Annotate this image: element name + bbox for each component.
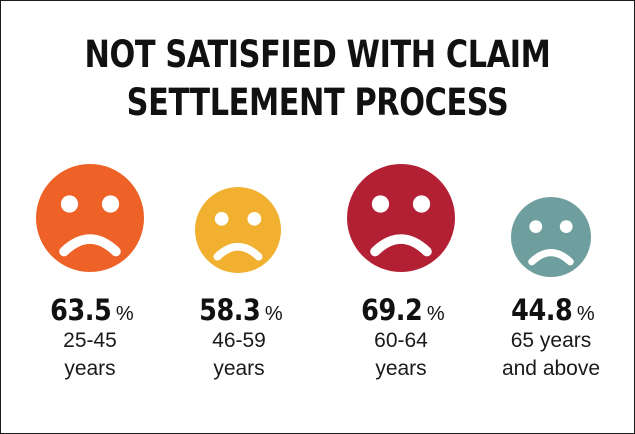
face-circle-60-64 xyxy=(347,164,455,272)
percent-sign: % xyxy=(426,303,445,325)
percent-sign: % xyxy=(264,303,283,325)
sad-face-icon xyxy=(347,164,455,272)
face-eye-left xyxy=(60,195,79,213)
category-label-line: 46-59 xyxy=(212,329,266,352)
percent-value: 69.2% xyxy=(321,293,481,327)
category-label-line: years xyxy=(64,357,116,380)
face-eye-left xyxy=(371,195,390,213)
face-eye-right xyxy=(412,195,431,213)
sad-face-icon xyxy=(36,164,144,272)
stat-65-above: 44.8% 65 years and above xyxy=(471,293,631,383)
percent-sign: % xyxy=(576,303,595,325)
category-label-line: and above xyxy=(501,357,601,380)
category-label-line: years xyxy=(213,357,265,380)
percent-value: 63.5% xyxy=(10,293,170,327)
face-eye-right xyxy=(101,195,120,213)
face-frown xyxy=(528,249,574,266)
face-circle-46-59 xyxy=(195,187,281,273)
face-frown xyxy=(370,234,432,257)
sad-face-icon xyxy=(511,197,591,277)
face-frown xyxy=(213,242,263,261)
title-line-2: SETTLEMENT PROCESS xyxy=(126,81,509,124)
face-eye-left xyxy=(214,211,229,226)
sad-face-icon xyxy=(195,187,281,273)
face-eye-right xyxy=(247,211,262,226)
face-eye-right xyxy=(559,220,573,233)
face-circle-25-45 xyxy=(36,164,144,272)
category-label-line: 60-64 xyxy=(374,329,428,352)
face-frown xyxy=(59,234,121,257)
category-label-line: 25-45 xyxy=(63,329,117,352)
title-line-1: NOT SATISFIED WITH CLAIM xyxy=(84,33,551,76)
percent-number: 58.3 xyxy=(199,293,261,327)
face-circle-65-above xyxy=(511,197,591,277)
percent-sign: % xyxy=(115,303,134,325)
percent-number: 63.5 xyxy=(50,293,112,327)
percent-number: 69.2 xyxy=(361,293,423,327)
category-label-line: years xyxy=(375,357,427,380)
face-eye-left xyxy=(529,220,543,233)
category-label-line: 65 years xyxy=(510,329,592,352)
chart-title: NOT SATISFIED WITH CLAIM SETTLEMENT PROC… xyxy=(58,31,577,127)
stat-25-45: 63.5% 25-45 years xyxy=(10,293,170,383)
stat-60-64: 69.2% 60-64 years xyxy=(321,293,481,383)
percent-value: 58.3% xyxy=(159,293,319,327)
percent-value: 44.8% xyxy=(471,293,631,327)
percent-number: 44.8 xyxy=(511,293,573,327)
stat-46-59: 58.3% 46-59 years xyxy=(159,293,319,383)
